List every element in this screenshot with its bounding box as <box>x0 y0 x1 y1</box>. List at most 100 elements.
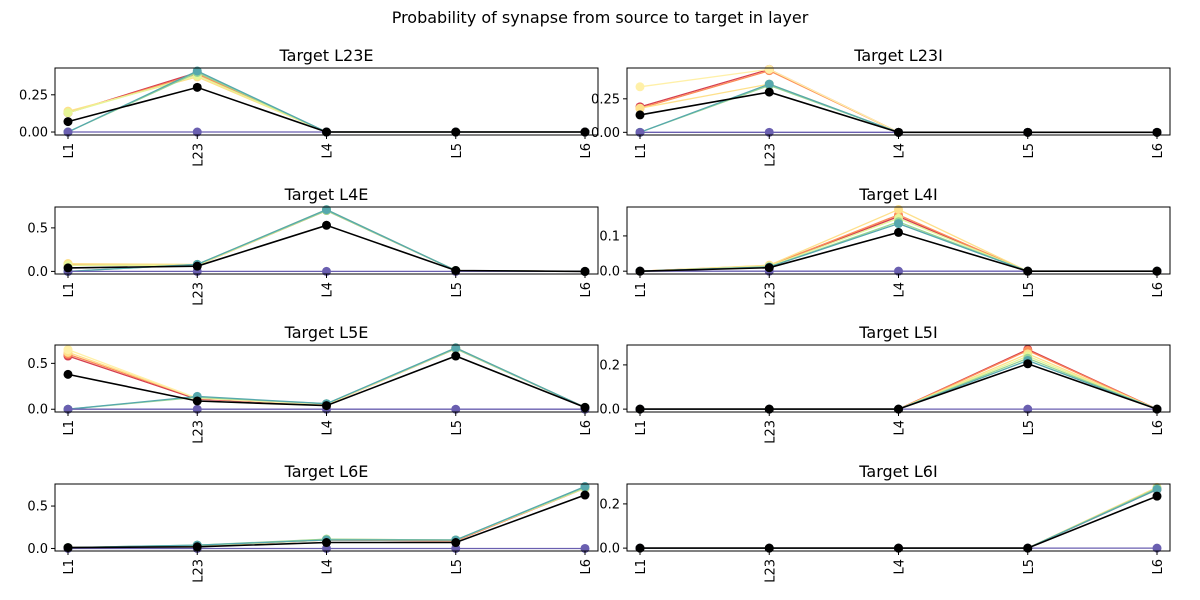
y-tick-label: 0.00 <box>591 126 620 141</box>
x-tick-label: L4 <box>321 559 336 575</box>
data-point <box>451 404 461 414</box>
x-tick-label: L4 <box>321 143 336 159</box>
series-line <box>640 488 1158 549</box>
x-tick-label: L1 <box>62 420 77 436</box>
subplot-2: Target L4E 0.0 0.5 L1 L23 L4 L5 L6 <box>27 185 599 306</box>
data-point <box>764 263 774 273</box>
y-tick-label: 0.0 <box>27 403 48 418</box>
series-line <box>67 208 586 273</box>
series-line <box>640 362 1158 410</box>
x-tick-label: L6 <box>579 282 594 298</box>
data-point <box>322 220 331 230</box>
data-point <box>451 127 461 137</box>
data-point <box>1152 485 1162 495</box>
series-line <box>639 83 1157 133</box>
x-tick-label: L5 <box>1022 143 1037 159</box>
series-line <box>639 231 1157 273</box>
series-line <box>640 488 1158 549</box>
data-point <box>580 490 590 500</box>
x-tick-label: L4 <box>893 559 908 575</box>
subplot-0: Target L23E 0.00 0.25 L1 L23 L4 L5 L6 <box>19 46 599 167</box>
subplot-4: Target L5E 0.0 0.5 L1 L23 L4 L5 L6 <box>27 323 599 444</box>
x-tick-label: L1 <box>62 559 77 575</box>
series-line <box>67 347 586 408</box>
data-point <box>63 127 73 137</box>
axes-frame <box>54 67 599 136</box>
data-point <box>580 482 590 492</box>
subplot-title: Target L23E <box>279 46 374 65</box>
axes-frame <box>626 483 1171 552</box>
x-tick-label: L5 <box>450 559 465 575</box>
data-point <box>192 261 202 271</box>
y-tick-label: 0.0 <box>599 403 620 418</box>
x-tick-label: L1 <box>634 420 649 436</box>
series-line <box>67 347 586 408</box>
series-line <box>67 209 586 273</box>
y-tick-label: 0.5 <box>27 221 48 236</box>
x-tick-label: L4 <box>321 282 336 298</box>
series-line <box>640 495 1158 549</box>
data-point <box>63 345 73 355</box>
x-tick-label: L6 <box>579 143 594 159</box>
subplot-3: Target L4I 0.0 0.1 L1 L23 L4 L5 L6 <box>599 185 1171 306</box>
series-line <box>68 209 586 273</box>
data-point <box>764 543 774 553</box>
data-point <box>192 66 202 76</box>
y-tick-label: 0.25 <box>591 92 620 107</box>
x-tick-label: L23 <box>763 282 778 306</box>
data-point <box>635 103 645 113</box>
x-tick-label: L23 <box>191 559 206 583</box>
subplot-1: Target L23I 0.00 0.25 L1 L23 L4 L5 L6 <box>591 46 1171 167</box>
x-tick-label: L1 <box>634 282 649 298</box>
data-point <box>192 396 202 406</box>
x-tick-label: L5 <box>1022 420 1037 436</box>
x-tick-label: L23 <box>763 143 778 167</box>
y-tick-label: 0.00 <box>19 126 48 141</box>
series-line <box>67 208 586 273</box>
data-point <box>894 204 903 214</box>
y-tick-label: 0.5 <box>27 500 48 515</box>
subplot-title: Target L6I <box>858 462 937 481</box>
x-tick-label: L6 <box>1151 559 1166 575</box>
x-tick-label: L1 <box>62 282 77 298</box>
y-tick-label: 0.5 <box>27 357 48 372</box>
data-point <box>63 263 73 273</box>
series-line <box>67 74 585 133</box>
x-tick-label: L1 <box>62 143 77 159</box>
series-line <box>67 76 585 133</box>
data-point <box>635 404 645 414</box>
x-tick-label: L6 <box>1151 143 1166 159</box>
data-point <box>1152 404 1162 414</box>
data-point <box>192 127 202 137</box>
subplot-6: Target L6E 0.0 0.5 L1 L23 L4 L5 L6 <box>27 462 599 583</box>
x-tick-label: L6 <box>579 420 594 436</box>
y-tick-label: 0.0 <box>27 542 48 557</box>
data-point <box>894 266 903 276</box>
data-point <box>894 404 903 414</box>
data-point <box>1023 404 1033 414</box>
data-point <box>192 404 202 414</box>
subplot-title: Target L5I <box>858 323 937 342</box>
x-tick-label: L4 <box>321 420 336 436</box>
series-line <box>67 209 586 273</box>
x-tick-label: L23 <box>191 282 206 306</box>
data-point <box>451 266 461 276</box>
y-tick-label: 0.0 <box>27 265 48 280</box>
x-tick-label: L5 <box>1022 559 1037 575</box>
y-tick-label: 0.0 <box>599 265 620 280</box>
x-tick-label: L23 <box>191 420 206 444</box>
series-line <box>67 73 585 133</box>
series-line <box>640 357 1158 410</box>
data-point <box>764 404 774 414</box>
data-point <box>764 79 774 89</box>
data-point <box>63 108 73 118</box>
data-point <box>580 127 590 137</box>
data-point <box>764 64 774 74</box>
x-tick-label: L5 <box>450 143 465 159</box>
data-point <box>63 404 73 414</box>
data-point <box>451 351 461 361</box>
x-tick-label: L1 <box>634 143 649 159</box>
data-point <box>63 117 73 127</box>
subplot-title: Target L4I <box>858 185 937 204</box>
